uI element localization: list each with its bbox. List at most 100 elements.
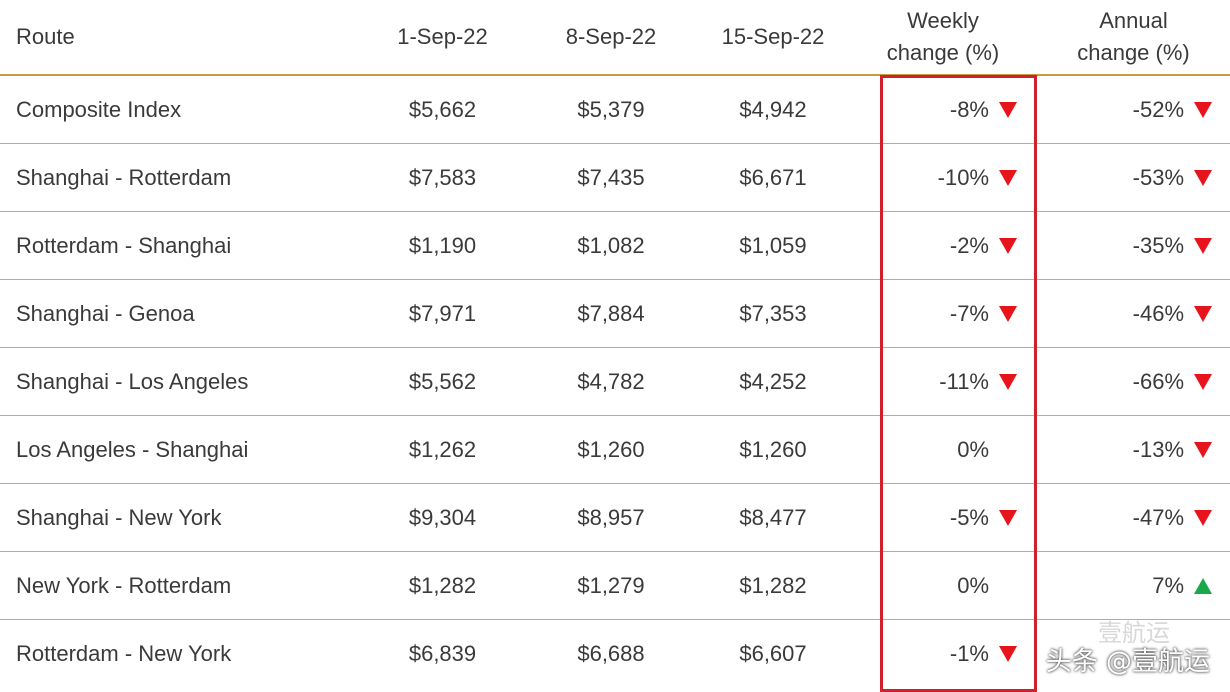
rate-1-sep-cell: $9,304 <box>360 483 525 552</box>
annual-change-value: -46% <box>1132 300 1184 326</box>
rate-1-sep-cell: $1,262 <box>360 415 525 484</box>
weekly-change-wrap: -8% <box>950 97 1019 123</box>
rate-1-sep-cell: $6,839 <box>408 640 477 666</box>
rate-8-sep-cell: $1,082 <box>525 211 697 280</box>
route-cell: Shanghai - New York <box>0 483 360 552</box>
route-cell: Composite Index <box>0 75 360 144</box>
weekly-change-cell: -2% <box>849 211 1037 280</box>
annual-change-wrap: -13% <box>1133 437 1214 463</box>
rate-15-sep-cell: $8,477 <box>697 483 849 552</box>
annual-change-cell: -35% <box>1037 211 1230 280</box>
annual-change-down-arrow-icon <box>1192 439 1214 461</box>
weekly-change-value: -10% <box>937 164 989 190</box>
weekly-change-value: -5% <box>949 504 989 530</box>
annual-change-wrap: -66% <box>1133 369 1214 395</box>
annual-change-down-arrow-icon <box>1192 303 1214 325</box>
header-annual-change: Annual change (%) <box>1037 0 1230 76</box>
annual-change-down-arrow-icon <box>1192 507 1214 529</box>
rate-15-sep-cell: $7,353 <box>697 279 849 348</box>
table-row: Rotterdam - New York $6,839 $6,688 $6,607 -1… <box>0 620 1230 688</box>
header-annual-change-text: Annual change (%) <box>1077 8 1190 65</box>
watermark-ghost-text: 壹航运 <box>1098 619 1170 647</box>
annual-change-down-arrow-icon <box>1192 235 1214 257</box>
weekly-change-down-arrow-icon <box>997 643 1019 665</box>
rate-15-sep-cell: $6,607 <box>739 640 807 666</box>
table-row: Los Angeles - Shanghai $1,262 $1,260 $1,260… <box>0 415 1230 484</box>
weekly-change-value: -8% <box>949 96 989 122</box>
annual-change-wrap: -52% <box>1133 97 1214 123</box>
weekly-change-cell: -5% <box>849 483 1037 552</box>
annual-change-value: -66% <box>1132 368 1184 394</box>
weekly-change-value: 0% <box>957 436 989 462</box>
weekly-change-value: -11% <box>939 368 989 394</box>
weekly-change-wrap: -10% <box>938 165 1019 191</box>
weekly-change-cell: 0% <box>849 415 1037 484</box>
header-weekly-change: Weekly change (%) <box>849 0 1037 76</box>
route-cell: New York - Rotterdam <box>0 551 360 620</box>
rate-8-sep-cell: $1,279 <box>525 551 697 620</box>
rate-15-sep-cell: $4,942 <box>697 75 849 144</box>
header-weekly-change-text: Weekly change (%) <box>886 8 1000 65</box>
weekly-change-cell: -8% <box>849 75 1037 144</box>
rate-8-sep-cell: $7,884 <box>525 279 697 348</box>
route-cell: Los Angeles - Shanghai <box>0 415 360 484</box>
rate-1-sep-cell: $1,190 <box>360 211 525 280</box>
rate-1-sep-cell: $7,583 <box>360 143 525 212</box>
rate-15-sep-cell: $6,671 <box>697 143 849 212</box>
annual-change-wrap: -47% <box>1133 505 1214 531</box>
annual-change-wrap: 7% <box>1152 573 1214 599</box>
weekly-change-wrap: -5% <box>950 505 1019 531</box>
weekly-change-spacer <box>997 439 1019 461</box>
weekly-change-down-arrow-icon <box>997 167 1019 189</box>
weekly-change-wrap: -11% <box>939 369 1019 395</box>
annual-change-down-arrow-icon <box>1192 167 1214 189</box>
rate-8-sep-cell: $6,688 <box>577 640 645 666</box>
rate-1-sep-cell: $5,562 <box>360 347 525 416</box>
table-row: New York - Rotterdam $1,282 $1,279 $1,282 0%… <box>0 551 1230 620</box>
table-row: Shanghai - Rotterdam $7,583 $7,435 $6,671 -1… <box>0 143 1230 212</box>
rate-8-sep-cell: $8,957 <box>525 483 697 552</box>
weekly-change-wrap: 0% <box>957 437 1019 463</box>
table-row: Shanghai - Los Angeles $5,562 $4,782 $4,252… <box>0 347 1230 416</box>
route-cell: Rotterdam - New York <box>16 640 232 666</box>
table-row: Shanghai - New York $9,304 $8,957 $8,477 -5%… <box>0 483 1230 552</box>
annual-change-cell: -13% <box>1037 415 1230 484</box>
annual-change-down-arrow-icon <box>1192 371 1214 393</box>
rate-1-sep-cell: $7,971 <box>360 279 525 348</box>
annual-change-wrap: -46% <box>1133 301 1214 327</box>
annual-change-cell: -46% <box>1037 279 1230 348</box>
weekly-change-cell: 0% <box>849 551 1037 620</box>
rate-1-sep-cell: $5,662 <box>360 75 525 144</box>
weekly-change-down-arrow-icon <box>997 371 1019 393</box>
annual-change-value: -47% <box>1132 504 1184 530</box>
weekly-change-value: -7% <box>949 300 989 326</box>
rate-8-sep-cell: $7,435 <box>525 143 697 212</box>
header-date-2: 8-Sep-22 <box>525 0 697 76</box>
weekly-change-wrap: -7% <box>950 301 1019 327</box>
header-date-3: 15-Sep-22 <box>697 0 849 76</box>
route-cell: Rotterdam - Shanghai <box>0 211 360 280</box>
annual-change-cell: -52% <box>1037 75 1230 144</box>
watermark-text: 头条 @壹航运 <box>1045 647 1210 677</box>
weekly-change-wrap: -1% <box>950 641 1019 667</box>
rate-15-sep-cell: $1,059 <box>697 211 849 280</box>
annual-change-cell: -47% <box>1037 483 1230 552</box>
route-cell: Shanghai - Los Angeles <box>0 347 360 416</box>
weekly-change-value: -1% <box>949 640 989 666</box>
weekly-change-wrap: -2% <box>950 233 1019 259</box>
annual-change-cell: 7% <box>1037 551 1230 620</box>
annual-change-up-arrow-icon <box>1192 575 1214 597</box>
header-date-1: 1-Sep-22 <box>360 0 525 76</box>
weekly-change-cell: -1% <box>849 620 1037 688</box>
weekly-change-down-arrow-icon <box>997 303 1019 325</box>
rate-15-sep-cell: $1,282 <box>697 551 849 620</box>
header-row: Route 1-Sep-22 8-Sep-22 15-Sep-22 Weekly… <box>0 0 1230 76</box>
annual-change-cell: -66% <box>1037 347 1230 416</box>
rate-8-sep-cell: $4,782 <box>525 347 697 416</box>
table-row: Composite Index $5,662 $5,379 $4,942 -8% -52% <box>0 75 1230 144</box>
weekly-change-value: -2% <box>949 232 989 258</box>
weekly-change-cell: -10% <box>849 143 1037 212</box>
table-row: Rotterdam - Shanghai $1,190 $1,082 $1,059 -2… <box>0 211 1230 280</box>
weekly-change-down-arrow-icon <box>997 99 1019 121</box>
